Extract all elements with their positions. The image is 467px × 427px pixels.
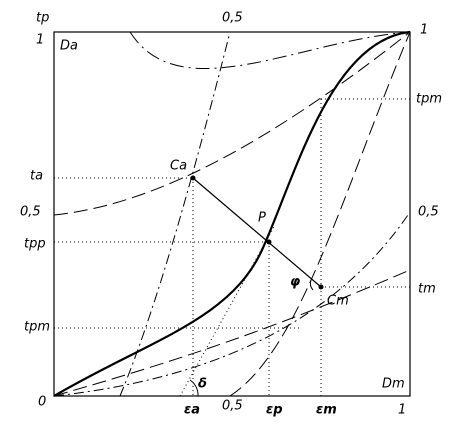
label: Da: [60, 39, 78, 54]
label: Cm: [327, 294, 349, 309]
label: Ca: [170, 159, 187, 174]
label: 0,5: [222, 11, 243, 26]
label: 1: [398, 403, 406, 418]
label: P: [258, 211, 266, 226]
curves: [53, 30, 411, 397]
label: ta: [30, 169, 43, 184]
label: φ: [290, 275, 300, 290]
guides: [54, 98, 410, 397]
label: Dm: [382, 377, 405, 392]
label: 1: [420, 23, 428, 38]
label: 0,5: [418, 205, 439, 220]
label: 0,5: [222, 399, 243, 414]
label: tpp: [24, 237, 46, 252]
label: 1: [36, 33, 44, 48]
frame: [53, 31, 411, 397]
label: δ: [198, 377, 207, 392]
label: 0,5: [20, 205, 41, 220]
label: tpm: [24, 320, 50, 335]
label: εp: [266, 403, 283, 418]
label: εm: [316, 403, 337, 418]
label: tp: [36, 11, 49, 26]
label: 0: [38, 395, 46, 410]
labels: tp 1 Da 0,5 1 tpm ta Ca 0,5 0,5 P tpp φ …: [20, 11, 442, 418]
label: tpm: [416, 92, 442, 107]
label: tm: [418, 282, 436, 297]
label: εa: [184, 403, 200, 418]
